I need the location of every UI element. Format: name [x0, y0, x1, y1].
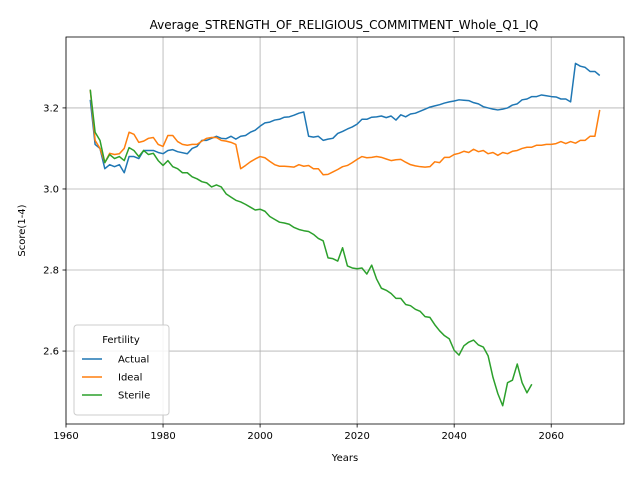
legend-title: Fertility	[102, 335, 140, 346]
y-tick-label: 3.2	[43, 103, 59, 114]
y-tick-label: 2.6	[43, 347, 59, 358]
legend-label-ideal: Ideal	[118, 373, 142, 384]
plot-frame	[65, 36, 625, 425]
x-tick-label: 2020	[344, 431, 369, 442]
series-layer	[89, 62, 601, 407]
series-line-sterile	[89, 89, 533, 407]
y-axis-title: Score(1-4)	[17, 204, 28, 256]
x-tick-label: 1960	[53, 431, 78, 442]
legend: Fertility Actual Ideal Sterile	[73, 324, 170, 416]
legend-box	[73, 324, 170, 416]
x-tick-label: 2000	[247, 431, 272, 442]
series-line-actual	[89, 62, 601, 174]
y-tick-label: 2.8	[43, 266, 59, 277]
x-tick-label: 2040	[441, 431, 466, 442]
legend-label-actual: Actual	[118, 355, 149, 366]
series-line-ideal	[89, 89, 601, 176]
x-axis-title: Years	[331, 453, 358, 464]
x-tick-label: 2060	[538, 431, 563, 442]
axis-ticks: 1960 1980 2000 2020 2040 2060 2.6 2.8 3.0 3.2	[43, 103, 564, 442]
x-tick-label: 1980	[150, 431, 175, 442]
y-tick-label: 3.0	[43, 184, 59, 195]
legend-label-sterile: Sterile	[118, 391, 150, 402]
chart-title: Average_STRENGTH_OF_RELIGIOUS_COMMITMENT…	[150, 18, 539, 32]
grid	[65, 37, 624, 424]
